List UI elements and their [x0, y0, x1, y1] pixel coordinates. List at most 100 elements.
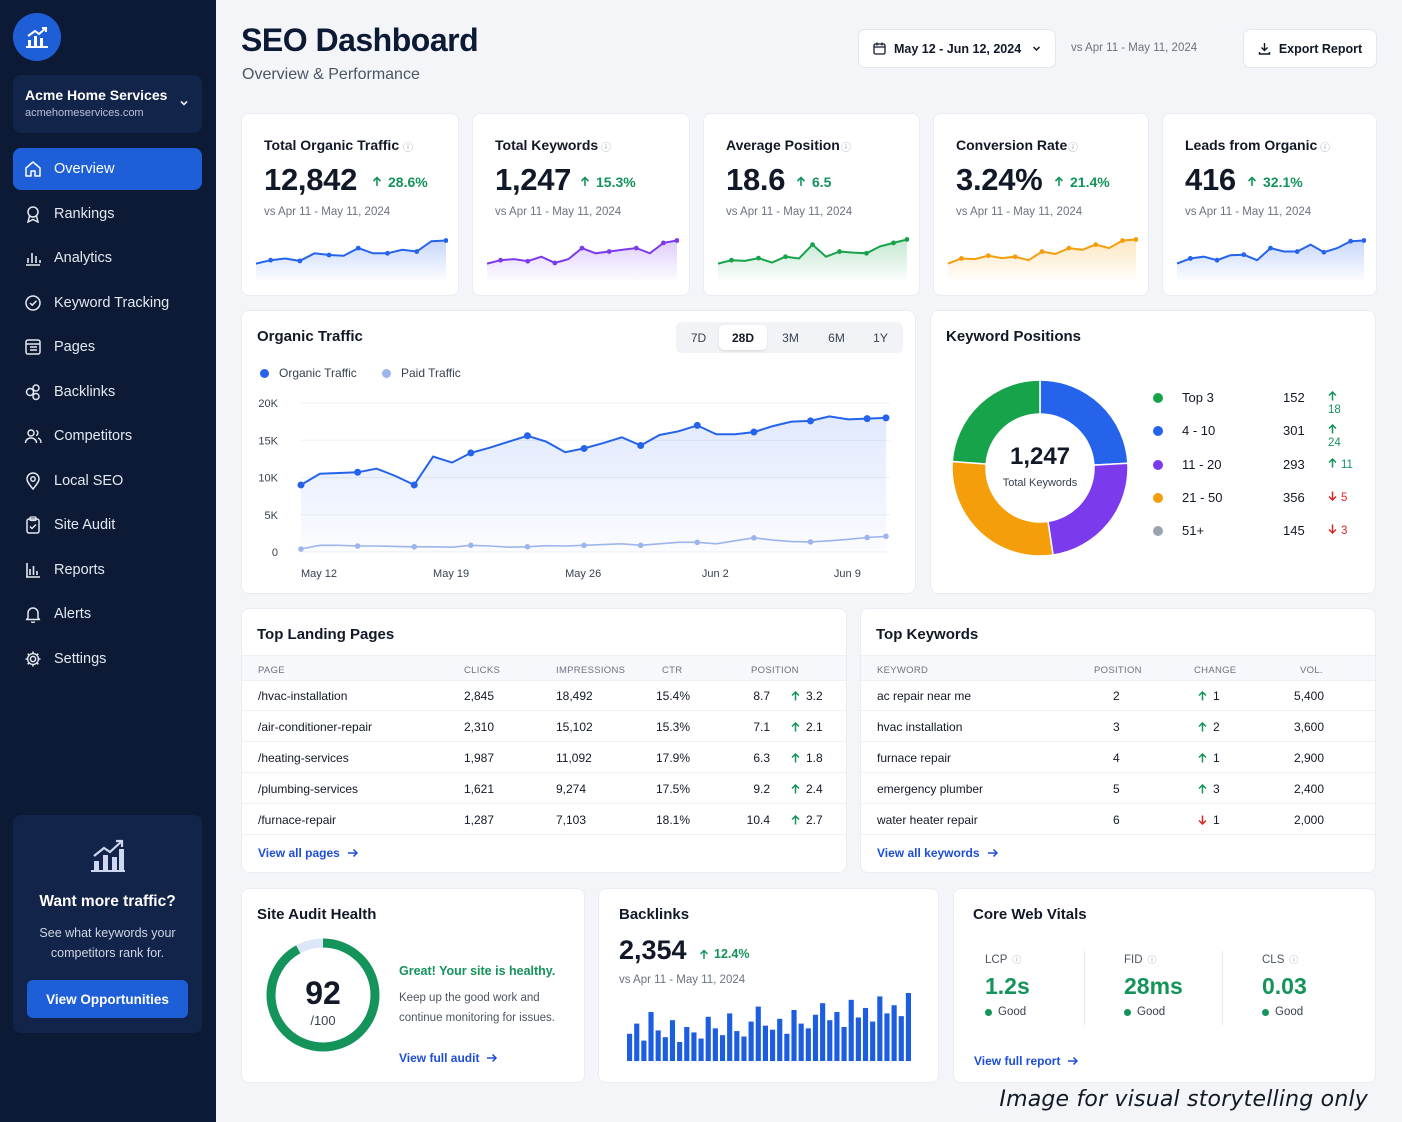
view-all-pages-label: View all pages	[258, 846, 340, 860]
table-row[interactable]: hvac installation 3 2 3,600	[861, 711, 1375, 742]
legend-dot-paid	[382, 368, 391, 378]
series-point[interactable]	[354, 543, 361, 549]
series-point[interactable]	[580, 444, 588, 452]
cell-keyword[interactable]: hvac installation	[877, 720, 963, 734]
table-row[interactable]: furnace repair 4 1 2,900	[861, 742, 1375, 773]
series-point[interactable]	[693, 421, 701, 429]
sidebar-item-competitors[interactable]: Competitors	[13, 415, 202, 457]
position-change: 3	[1328, 524, 1347, 537]
series-point[interactable]	[581, 542, 587, 549]
info-icon[interactable]: ⓘ	[403, 143, 413, 154]
table-row[interactable]: ac repair near me 2 1 5,400	[861, 680, 1375, 711]
view-full-report-link[interactable]: View full report	[974, 1054, 1079, 1068]
table-row[interactable]: /furnace-repair 1,287 7,103 18.1% 10.4 2.7	[242, 804, 846, 835]
backlink-bar	[891, 1005, 897, 1061]
sidebar-item-site-audit[interactable]: Site Audit	[13, 504, 202, 546]
info-icon[interactable]: ⓘ	[601, 143, 611, 154]
series-point[interactable]	[637, 441, 645, 449]
cell-position: 6.3	[753, 751, 770, 765]
cell-page[interactable]: /heating-services	[258, 751, 349, 765]
donut-slice[interactable]	[951, 379, 1041, 465]
col-ctr: CTR	[662, 665, 683, 676]
series-point[interactable]	[411, 543, 418, 550]
info-icon[interactable]: ⓘ	[1012, 955, 1022, 965]
table-row[interactable]: /heating-services 1,987 11,092 17.9% 6.3 1.8	[242, 742, 846, 773]
date-range-picker[interactable]: May 12 - Jun 12, 2024	[858, 29, 1056, 68]
sidebar-item-rankings[interactable]: Rankings	[13, 193, 202, 235]
y-tick-label: 5K	[265, 510, 279, 522]
tab-3m[interactable]: 3M	[782, 330, 799, 345]
donut-slice[interactable]	[951, 460, 1054, 557]
series-point[interactable]	[807, 417, 815, 425]
cell-keyword[interactable]: furnace repair	[877, 751, 952, 765]
sidebar-item-overview[interactable]: Overview	[13, 148, 202, 190]
cell-change: 3.2	[791, 689, 823, 703]
cell-page[interactable]: /hvac-installation	[258, 689, 348, 703]
series-point[interactable]	[298, 546, 304, 552]
view-all-keywords-link[interactable]: View all keywords	[877, 846, 999, 860]
tab-1y[interactable]: 1Y	[873, 330, 888, 345]
series-point[interactable]	[297, 481, 305, 489]
account-switcher[interactable]: Acme Home Services acmehomeservices.com	[13, 75, 202, 133]
chevron-down-icon	[180, 100, 188, 106]
kpi-value: 416	[1185, 162, 1236, 197]
sidebar-item-settings[interactable]: Settings	[13, 638, 202, 680]
series-point[interactable]	[807, 539, 814, 545]
sparkline-point	[985, 253, 991, 259]
info-icon[interactable]: ⓘ	[1320, 143, 1330, 154]
sidebar-item-reports[interactable]: Reports	[13, 549, 202, 591]
view-full-audit-link[interactable]: View full audit	[399, 1051, 498, 1065]
series-point[interactable]	[750, 428, 758, 436]
tab-28d[interactable]: 28D	[719, 325, 767, 350]
view-opportunities-button[interactable]: View Opportunities	[27, 980, 188, 1018]
position-count: 301	[1283, 423, 1305, 439]
series-point[interactable]	[864, 534, 870, 541]
sidebar-item-alerts[interactable]: Alerts	[13, 593, 202, 635]
sidebar-item-analytics[interactable]: Analytics	[13, 237, 202, 279]
cell-page[interactable]: /furnace-repair	[258, 813, 337, 827]
backlink-bar	[648, 1012, 654, 1061]
table-row[interactable]: water heater repair 6 1 2,000	[861, 804, 1375, 835]
sidebar-item-backlinks[interactable]: Backlinks	[13, 371, 202, 413]
table-row[interactable]: emergency plumber 5 3 2,400	[861, 773, 1375, 804]
cell-keyword[interactable]: water heater repair	[877, 813, 978, 827]
tab-6m[interactable]: 6M	[828, 330, 845, 345]
sparkline-point	[633, 245, 639, 251]
series-point[interactable]	[410, 481, 418, 489]
table-row[interactable]: /hvac-installation 2,845 18,492 15.4% 8.7 3.2	[242, 680, 846, 711]
cell-page[interactable]: /air-conditioner-repair	[258, 720, 373, 734]
series-point[interactable]	[863, 415, 871, 423]
series-point[interactable]	[354, 468, 362, 476]
series-point[interactable]	[694, 539, 701, 546]
position-count: 356	[1283, 489, 1305, 505]
series-point[interactable]	[751, 535, 757, 541]
export-report-button[interactable]: Export Report	[1243, 29, 1377, 68]
cell-clicks: 1,987	[464, 751, 495, 765]
cell-keyword[interactable]: emergency plumber	[877, 782, 984, 796]
sidebar-item-pages[interactable]: Pages	[13, 326, 202, 368]
legend-paid: Paid Traffic	[382, 366, 461, 380]
info-icon[interactable]: ⓘ	[1068, 143, 1078, 154]
series-point[interactable]	[467, 449, 475, 457]
info-icon[interactable]: ⓘ	[1147, 955, 1157, 965]
table-row[interactable]: /plumbing-services 1,621 9,274 17.5% 9.2 2.4	[242, 773, 846, 804]
sidebar-item-label: Local SEO	[54, 472, 124, 489]
series-point[interactable]	[523, 432, 531, 440]
sidebar-item-keyword-tracking[interactable]: Keyword Tracking	[13, 282, 202, 324]
sidebar-nav: Overview Rankings Analytics Keyword Trackin…	[13, 148, 202, 682]
view-all-pages-link[interactable]: View all pages	[258, 846, 359, 860]
cwv-metric-name: LCP	[985, 954, 1008, 966]
series-point[interactable]	[524, 543, 531, 550]
cell-keyword[interactable]: ac repair near me	[877, 689, 972, 703]
table-row[interactable]: /air-conditioner-repair 2,310 15,102 15.3% 7…	[242, 711, 846, 742]
series-point[interactable]	[468, 542, 474, 549]
app-logo[interactable]	[13, 13, 61, 61]
series-point[interactable]	[882, 414, 890, 422]
info-icon[interactable]: ⓘ	[841, 143, 851, 154]
sidebar-item-local-seo[interactable]: Local SEO	[13, 460, 202, 502]
series-point[interactable]	[637, 542, 644, 549]
tab-7d[interactable]: 7D	[690, 330, 707, 345]
info-icon[interactable]: ⓘ	[1289, 955, 1299, 965]
cell-page[interactable]: /plumbing-services	[258, 782, 359, 796]
series-point[interactable]	[883, 533, 889, 540]
